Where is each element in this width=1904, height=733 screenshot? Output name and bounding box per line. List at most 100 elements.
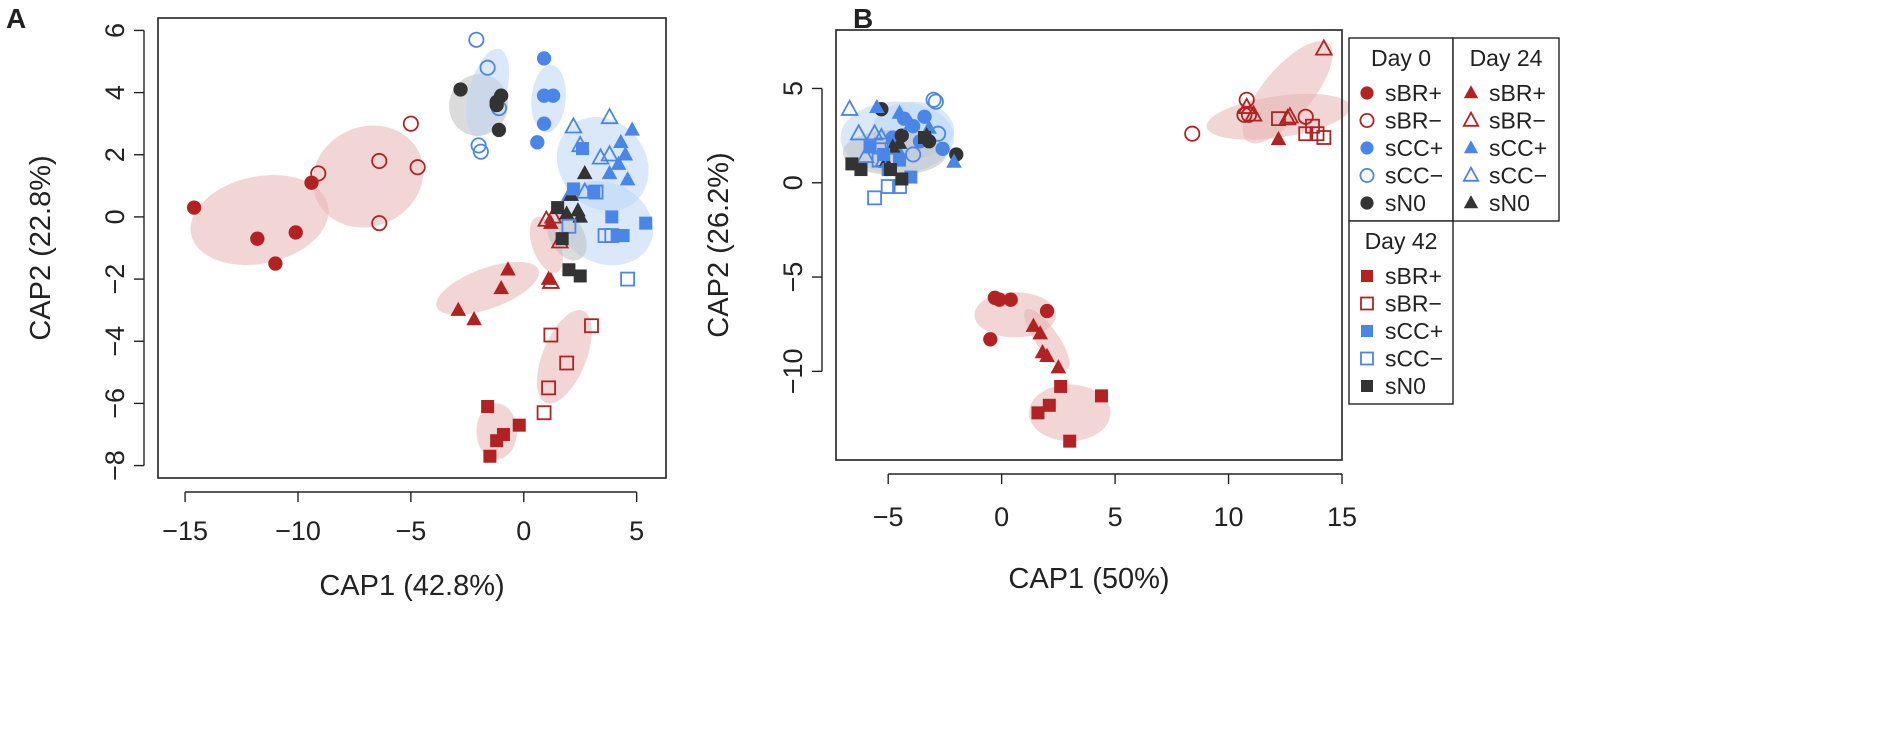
data-point xyxy=(872,127,891,145)
data-point xyxy=(983,332,998,347)
data-point xyxy=(946,153,962,168)
legend-marker xyxy=(1463,85,1479,99)
data-point xyxy=(600,107,619,125)
data-point xyxy=(1054,379,1068,393)
data-point xyxy=(543,206,563,224)
series-day-0-scc- xyxy=(530,51,561,150)
data-point xyxy=(610,155,627,170)
data-point xyxy=(1063,434,1077,448)
legend-marker xyxy=(1360,296,1374,311)
data-point xyxy=(619,171,636,186)
data-point xyxy=(617,146,634,161)
data-point xyxy=(1039,347,1055,363)
data-point xyxy=(1031,406,1045,420)
confidence-ellipse xyxy=(1242,41,1333,144)
legend-marker xyxy=(1359,113,1375,129)
legend-marker xyxy=(1360,351,1374,366)
confidence-ellipse xyxy=(1028,384,1111,442)
x-tick-label: 5 xyxy=(629,516,644,546)
data-point xyxy=(1237,96,1257,114)
x-tick-label: 0 xyxy=(994,502,1009,532)
data-point xyxy=(409,159,426,176)
x-tick-label: 15 xyxy=(1327,502,1357,532)
legend-entry-label: sN0 xyxy=(1489,190,1530,216)
x-tick-label: −5 xyxy=(873,502,904,532)
data-point xyxy=(470,137,487,154)
data-point xyxy=(310,165,327,182)
series-day-42-scc- xyxy=(566,142,653,243)
data-point xyxy=(1244,104,1263,122)
panel-a-letter: A xyxy=(6,3,26,34)
data-point xyxy=(903,115,919,131)
legend-entry-label: sCC+ xyxy=(1385,318,1443,344)
data-point xyxy=(545,88,561,103)
data-point xyxy=(1032,325,1049,340)
data-point xyxy=(1184,125,1201,142)
data-point xyxy=(481,400,495,414)
legend-entry-label: sN0 xyxy=(1385,373,1426,399)
data-point xyxy=(466,311,482,326)
data-point xyxy=(891,134,908,149)
data-point xyxy=(1278,108,1297,126)
data-point xyxy=(450,301,467,316)
data-point xyxy=(1240,106,1258,123)
data-point xyxy=(541,380,556,396)
data-point xyxy=(849,123,869,141)
y-tick-label: 2 xyxy=(100,147,130,162)
legend-entry-label: sCC− xyxy=(1489,163,1547,189)
data-point xyxy=(1236,106,1253,123)
x-tick-label: −15 xyxy=(162,516,208,546)
data-point xyxy=(873,137,889,153)
data-point xyxy=(925,91,942,108)
data-point xyxy=(935,141,950,156)
data-point xyxy=(588,184,604,200)
legend-entry-label: sBR− xyxy=(1385,108,1442,134)
series-day-42-sn0 xyxy=(845,131,931,186)
legend-marker xyxy=(1463,195,1479,209)
data-point xyxy=(613,133,629,149)
legend-marker xyxy=(1361,380,1373,392)
data-point xyxy=(500,261,516,276)
data-point xyxy=(1305,118,1320,134)
legend-marker xyxy=(1361,270,1373,282)
data-point xyxy=(1316,130,1332,145)
legend-entry-label: sBR− xyxy=(1489,108,1546,134)
data-point xyxy=(880,179,896,194)
legend-box xyxy=(1348,220,1454,405)
legend-entry-label: sN0 xyxy=(1385,190,1426,216)
data-point xyxy=(1270,130,1287,146)
legend-group-title: Day 42 xyxy=(1365,228,1438,254)
y-tick-label: 0 xyxy=(100,209,130,224)
legend-marker xyxy=(1360,141,1374,155)
series-day-42-sbr- xyxy=(481,400,526,463)
y-tick-label: −2 xyxy=(100,264,130,295)
y-tick-label: 6 xyxy=(100,23,130,38)
data-point xyxy=(512,418,526,432)
series-day-42-sbr- xyxy=(1031,379,1108,448)
data-point xyxy=(605,210,619,224)
data-point xyxy=(992,292,1007,307)
legend-group-title: Day 0 xyxy=(1371,45,1431,71)
data-point xyxy=(1238,91,1255,108)
plot-frame xyxy=(157,17,667,479)
data-point xyxy=(600,144,619,162)
y-axis-label: CAP2 (26.2%) xyxy=(703,152,735,337)
data-point xyxy=(869,98,885,114)
data-point xyxy=(536,405,552,421)
data-point xyxy=(883,163,897,177)
legend-marker xyxy=(1360,86,1374,100)
data-point xyxy=(891,104,908,119)
series-day-0-sbr- xyxy=(310,115,426,232)
data-point xyxy=(1039,303,1055,319)
series-day-0-sn0 xyxy=(453,82,509,138)
data-point xyxy=(917,109,932,124)
data-point xyxy=(917,131,931,144)
data-point xyxy=(854,163,868,177)
data-point xyxy=(604,228,620,243)
data-point xyxy=(541,271,561,289)
confidence-ellipse xyxy=(312,125,424,228)
data-point xyxy=(927,93,944,110)
legend-entry-label: sBR+ xyxy=(1489,80,1546,106)
data-point xyxy=(1003,292,1018,307)
